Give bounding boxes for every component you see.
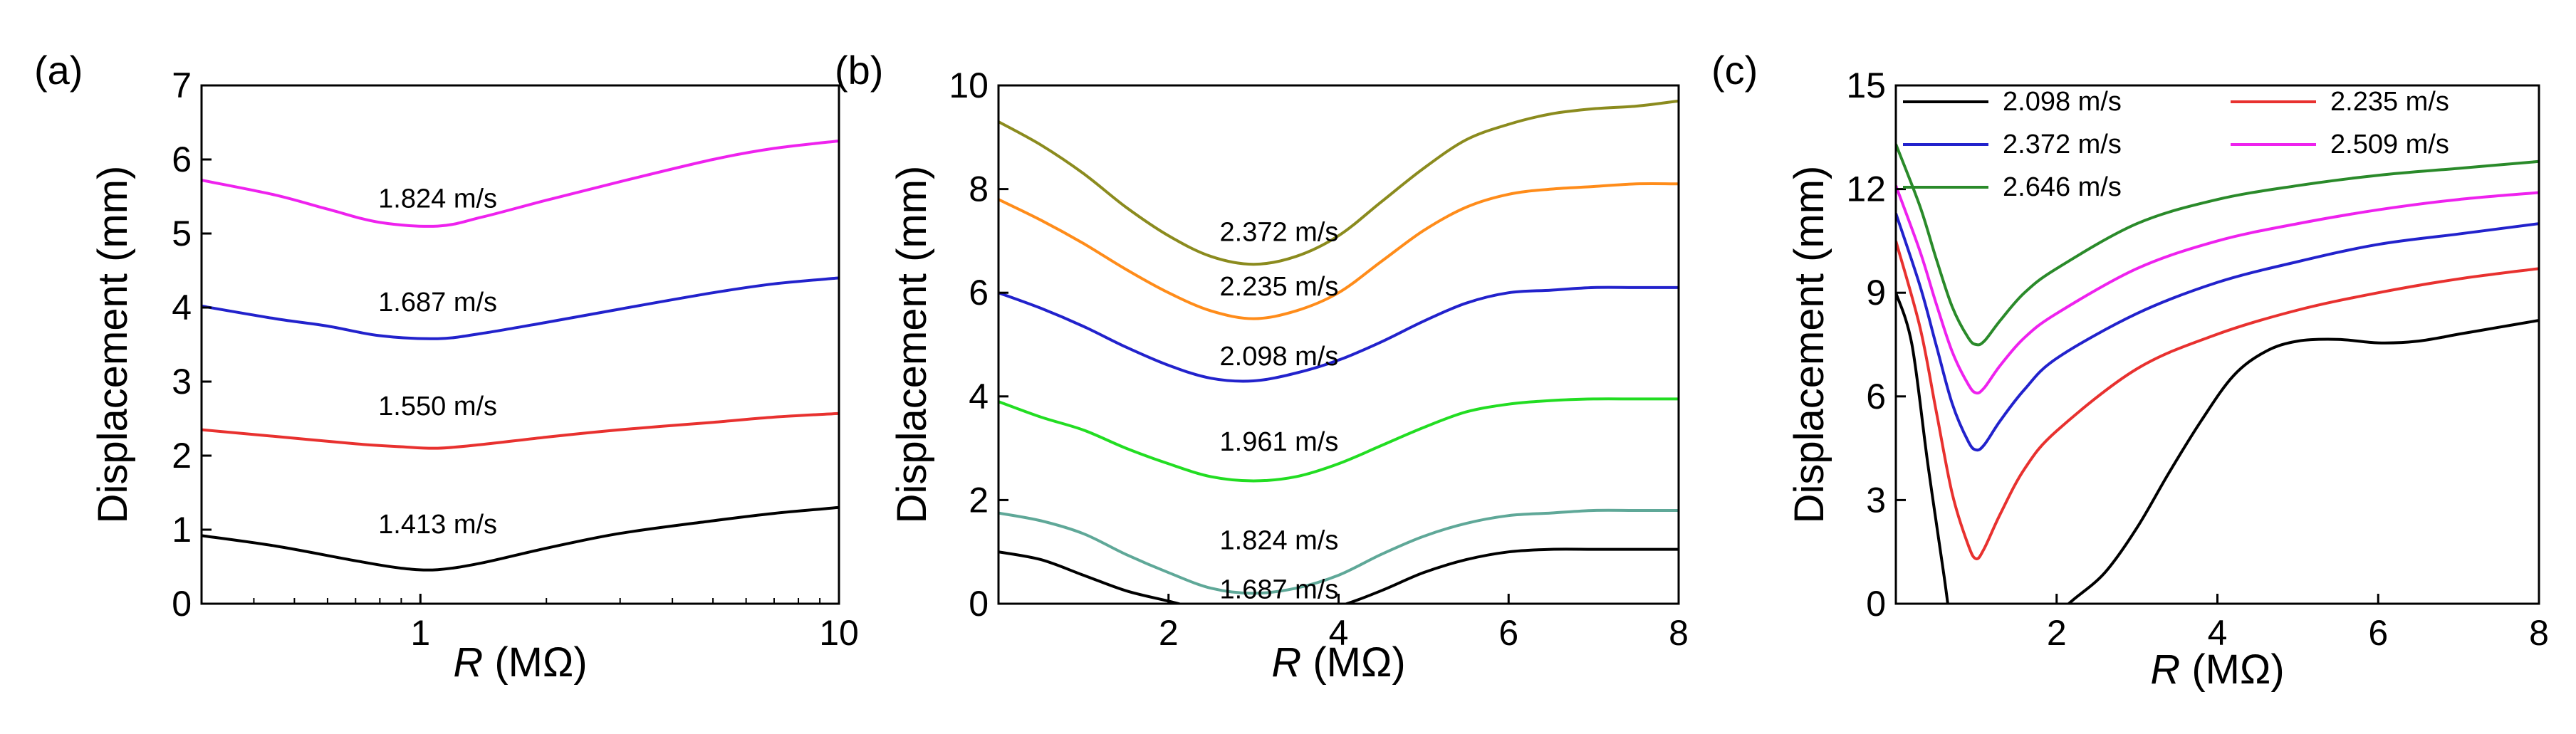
panel-a: (a) 0 1 2 3 4 5 6 7 1 10 Displacement (mm) R (MΩ) 1.4… <box>34 48 859 686</box>
x-tick-label: 2 <box>1159 613 1179 653</box>
series-annotation: 1.824 m/s <box>378 184 497 214</box>
y-tick-label: 12 <box>1846 169 1886 209</box>
series-line-3 <box>998 285 1679 383</box>
y-tick-label: 6 <box>969 273 989 313</box>
y-tick-label: 6 <box>172 140 192 179</box>
series-line-3 <box>1896 185 2539 395</box>
series-annotation: 1.550 m/s <box>378 392 497 421</box>
series-line-1 <box>202 411 839 450</box>
y-tick-label: 3 <box>1866 480 1886 520</box>
axes-frame <box>200 84 840 605</box>
panel-label: (c) <box>1711 48 1758 93</box>
y-axis-label: Displacement (mm) <box>90 166 136 524</box>
series-line-2 <box>1896 212 2539 452</box>
legend-label: 2.509 m/s <box>2330 130 2449 159</box>
y-tick-label: 2 <box>969 480 989 520</box>
x-tick-label: 8 <box>2529 613 2549 653</box>
x-axis-label: R (MΩ) <box>453 639 587 686</box>
series-annotation: 2.098 m/s <box>1220 342 1339 372</box>
x-axis-label: R (MΩ) <box>1271 639 1405 686</box>
series-line-2 <box>998 397 1679 483</box>
y-axis-label: Displacement (mm) <box>1786 166 1832 524</box>
x-tick-label: 1 <box>410 613 430 653</box>
x-tick-label: 10 <box>819 613 859 653</box>
series-annotation: 2.235 m/s <box>1220 272 1339 302</box>
series-line-0 <box>1896 292 1949 604</box>
axes-frame <box>1894 84 2540 605</box>
series-line-1 <box>998 508 1679 595</box>
series-annotation: 1.413 m/s <box>378 510 497 540</box>
x-axis-unit: (MΩ) <box>1301 639 1405 686</box>
y-tick-label: 2 <box>172 436 192 476</box>
series-line-5 <box>2066 319 2539 604</box>
series-annotation: 1.687 m/s <box>378 288 497 318</box>
x-axis-unit: (MΩ) <box>2180 646 2284 693</box>
x-axis-variable: R <box>453 639 483 686</box>
x-axis-variable: R <box>1271 639 1301 686</box>
series-line-2 <box>202 276 839 340</box>
y-tick-label: 15 <box>1846 65 1886 105</box>
legend-label: 2.372 m/s <box>2003 130 2122 159</box>
x-tick-label: 6 <box>1498 613 1518 653</box>
y-tick-label: 0 <box>969 584 989 624</box>
y-tick-label: 10 <box>949 65 989 105</box>
x-tick-label: 4 <box>2208 613 2228 653</box>
x-axis-variable: R <box>2150 646 2180 693</box>
y-tick-label: 1 <box>172 510 192 550</box>
x-axis-label: R (MΩ) <box>2150 646 2284 693</box>
series-annotation: 1.961 m/s <box>1220 427 1339 457</box>
legend-label: 2.646 m/s <box>2003 172 2122 202</box>
y-axis-label: Displacement (mm) <box>889 166 935 524</box>
series-annotation: 1.824 m/s <box>1220 526 1339 556</box>
y-tick-label: 8 <box>969 169 989 209</box>
series-line-5 <box>998 99 1679 266</box>
series-annotation: 2.372 m/s <box>1220 217 1339 247</box>
y-tick-label: 0 <box>1866 584 1886 624</box>
series-annotation: 1.687 m/s <box>1220 575 1339 605</box>
y-tick-label: 4 <box>172 288 192 327</box>
y-tick-label: 9 <box>1866 273 1886 313</box>
series-group <box>1896 143 2539 604</box>
x-axis-unit: (MΩ) <box>483 639 587 686</box>
panel-label: (a) <box>34 48 83 93</box>
series-line-0 <box>998 547 1679 604</box>
series-line-4 <box>1896 143 2539 347</box>
legend-label: 2.235 m/s <box>2330 87 2449 117</box>
x-tick-label: 4 <box>1329 613 1349 653</box>
y-tick-label: 3 <box>172 362 192 402</box>
panel-c: (c) 0 3 6 9 12 15 2 4 6 8 Displacement (mm) R (MΩ) 2.… <box>1711 48 2549 693</box>
y-tick-label: 7 <box>172 65 192 105</box>
panel-b: (b) 0 2 4 6 8 10 2 4 6 8 Displacement (mm) R (MΩ) 1.6… <box>835 48 1689 686</box>
series-line-0 <box>202 505 839 572</box>
x-tick-label: 6 <box>2368 613 2388 653</box>
y-tick-label: 4 <box>969 377 989 416</box>
series-line-1 <box>1896 240 2539 560</box>
x-tick-label: 8 <box>1669 613 1689 653</box>
y-tick-label: 6 <box>1866 377 1886 416</box>
axes-frame <box>997 84 1680 605</box>
series-line-3 <box>202 140 839 228</box>
x-tick-label: 2 <box>2047 613 2067 653</box>
y-tick-label: 0 <box>172 584 192 624</box>
series-group <box>202 140 839 572</box>
panel-label: (b) <box>835 48 883 93</box>
y-tick-label: 5 <box>172 214 192 253</box>
legend-label: 2.098 m/s <box>2003 87 2122 117</box>
series-line-4 <box>998 182 1679 320</box>
series-group <box>998 99 1679 604</box>
